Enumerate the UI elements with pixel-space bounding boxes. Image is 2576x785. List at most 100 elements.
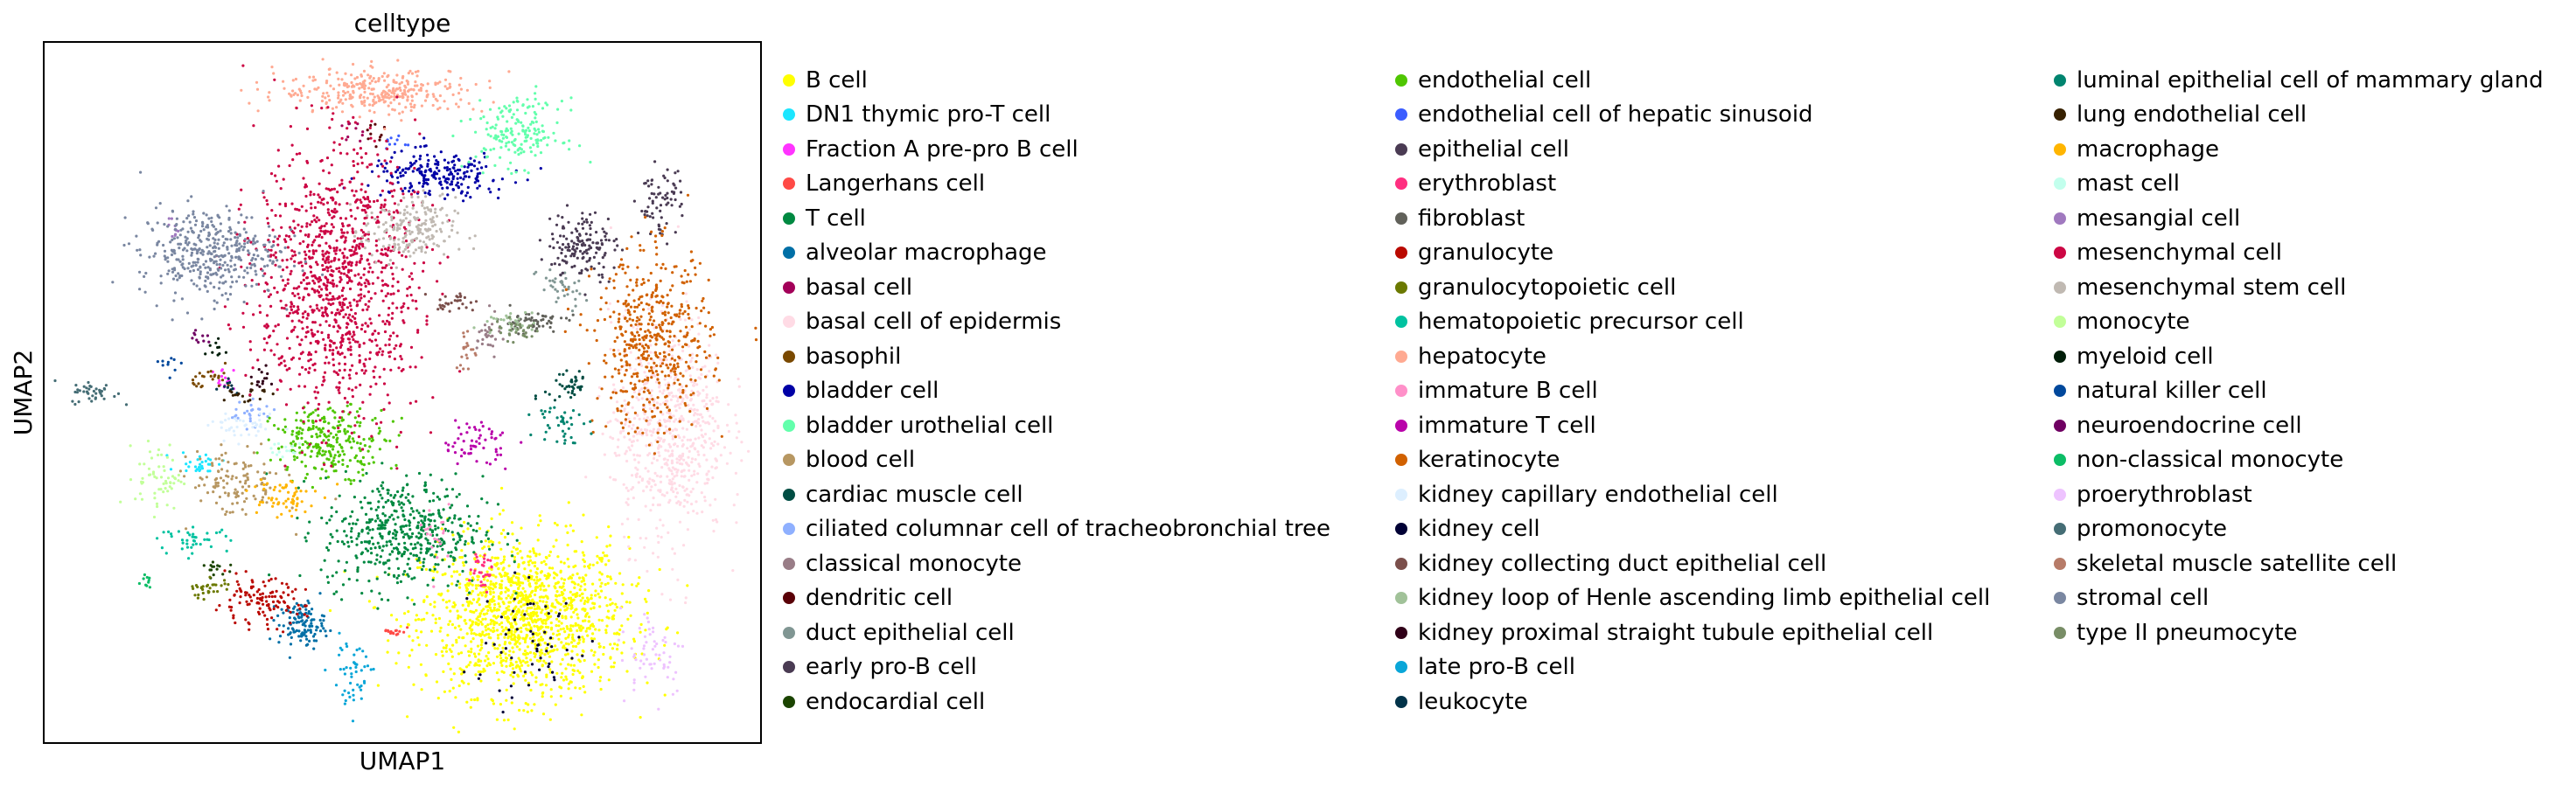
data-point	[679, 309, 682, 312]
data-point	[520, 142, 523, 146]
data-point	[564, 653, 568, 656]
data-point	[483, 578, 486, 581]
data-point	[363, 496, 367, 500]
data-point	[534, 612, 538, 615]
data-point	[420, 83, 423, 87]
data-point	[537, 524, 541, 527]
data-point	[698, 424, 702, 427]
data-point	[517, 581, 520, 585]
data-point	[512, 682, 515, 685]
data-point	[424, 673, 428, 677]
data-point	[558, 263, 562, 267]
data-point	[185, 527, 188, 531]
data-point	[185, 542, 189, 545]
data-point	[308, 625, 311, 629]
data-point	[628, 317, 632, 321]
data-point	[448, 86, 451, 89]
data-point	[220, 528, 224, 531]
data-point	[590, 267, 593, 271]
data-point	[471, 528, 475, 532]
data-point	[465, 191, 470, 195]
data-point	[335, 510, 339, 514]
data-point	[235, 589, 239, 593]
data-point	[474, 633, 478, 636]
data-point	[383, 438, 387, 441]
data-point	[673, 443, 676, 447]
data-point	[470, 632, 473, 636]
cluster-endocardial-cell	[202, 560, 233, 580]
data-point	[442, 670, 445, 674]
data-point	[566, 531, 569, 535]
data-point	[305, 615, 309, 618]
data-point	[534, 593, 537, 597]
data-point	[573, 582, 577, 586]
data-point	[535, 633, 539, 636]
data-point	[439, 626, 443, 629]
data-point	[436, 495, 439, 499]
data-point	[708, 370, 711, 373]
data-point	[480, 609, 484, 613]
data-point	[418, 157, 422, 161]
data-point	[674, 404, 678, 407]
data-point	[527, 313, 531, 316]
data-point	[555, 611, 558, 615]
data-point	[556, 256, 560, 260]
data-point	[502, 555, 506, 559]
data-point	[526, 98, 529, 101]
data-point	[552, 605, 555, 608]
data-point	[509, 584, 513, 587]
data-point	[290, 506, 294, 510]
data-point	[473, 426, 477, 429]
data-point	[315, 433, 318, 436]
data-point	[552, 649, 556, 652]
data-point	[676, 362, 680, 365]
data-point	[223, 361, 227, 365]
data-point	[408, 182, 412, 185]
data-point	[662, 358, 666, 362]
data-point	[578, 271, 582, 275]
data-point	[422, 509, 426, 513]
data-point	[218, 531, 221, 534]
data-point	[489, 135, 492, 138]
data-point	[252, 451, 255, 455]
data-point	[177, 530, 180, 533]
data-point	[547, 617, 550, 621]
data-point	[482, 151, 486, 155]
data-point	[291, 429, 295, 433]
data-point	[562, 592, 565, 595]
data-point	[615, 238, 618, 241]
data-point	[515, 596, 520, 600]
data-point	[518, 659, 522, 663]
data-point	[555, 223, 559, 226]
data-point	[234, 488, 237, 491]
data-point	[485, 501, 489, 504]
data-point	[381, 523, 385, 527]
data-point	[490, 517, 493, 521]
data-point	[432, 176, 436, 179]
data-point	[393, 108, 396, 112]
data-point	[285, 468, 289, 471]
data-point	[332, 456, 336, 460]
data-point	[583, 565, 586, 568]
data-point	[506, 594, 510, 598]
data-point	[601, 256, 604, 260]
data-point	[397, 550, 401, 554]
data-point	[214, 501, 219, 505]
data-point	[457, 636, 461, 639]
data-point	[625, 343, 629, 346]
data-point	[526, 106, 530, 109]
cluster-erythroblast	[468, 552, 493, 594]
data-point	[685, 395, 688, 399]
data-point	[493, 309, 497, 313]
data-point	[416, 541, 420, 545]
data-point	[660, 362, 665, 365]
data-point	[657, 540, 660, 545]
data-point	[476, 559, 479, 562]
data-point	[498, 512, 502, 516]
data-point	[503, 636, 506, 639]
data-point	[620, 624, 624, 628]
data-point	[360, 551, 364, 554]
data-point	[289, 610, 292, 614]
data-point	[396, 168, 400, 171]
data-point	[448, 620, 452, 623]
